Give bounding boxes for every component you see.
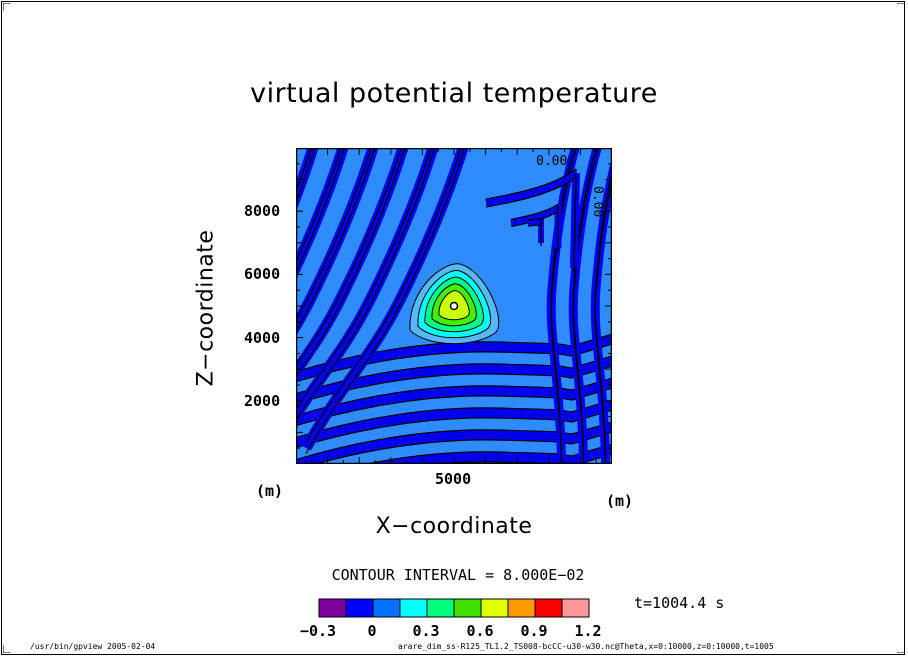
colorbar-tick-label: −0.3	[299, 622, 337, 640]
colorbar-tick-label: 0	[367, 622, 377, 640]
contour-line	[296, 148, 346, 274]
colorbar-tick-label: 0.9	[520, 622, 548, 640]
x-axis-label: X−coordinate	[375, 514, 533, 539]
contour-plot: 0.00 0.00	[296, 148, 612, 464]
corner-mark-top-left	[3, 3, 11, 11]
colorbar-swatch	[372, 598, 401, 618]
colorbar-tick-label: 0.3	[412, 622, 440, 640]
contour-line	[527, 218, 542, 240]
field-layer	[296, 148, 612, 464]
contour-line	[296, 148, 406, 378]
colorbar-swatch	[318, 598, 347, 618]
contour-line	[296, 148, 316, 204]
contour-line	[429, 453, 612, 464]
colorbar-swatch	[399, 598, 428, 618]
colorbar-swatch	[426, 598, 455, 618]
y-tick-label: 2000	[244, 392, 281, 410]
contour-line	[296, 148, 342, 263]
x-tick-label: 5000	[435, 470, 472, 488]
contour-line	[296, 399, 612, 439]
colorbar-swatch	[507, 598, 536, 618]
colorbar-swatch	[561, 598, 590, 618]
contour-line	[296, 148, 402, 367]
colorbar-swatch	[480, 598, 509, 618]
corner-mark-top-right	[897, 3, 905, 11]
corner-mark-bottom-right	[897, 645, 905, 653]
bubble-core	[449, 301, 459, 311]
y-axis-label: Z−coordinate	[193, 229, 219, 387]
contour-band	[301, 148, 469, 451]
y-unit-label: (m)	[256, 482, 284, 500]
colorbar-swatch	[345, 598, 374, 618]
contour-interval-text: CONTOUR INTERVAL = 8.000E−02	[331, 566, 585, 584]
contour-line	[572, 148, 597, 464]
contour-line	[485, 168, 577, 265]
contour-band	[296, 148, 409, 381]
contour-line	[296, 148, 376, 333]
contour-line	[594, 169, 612, 464]
time-label: t=1004.4 s	[634, 594, 725, 612]
contour-line	[296, 148, 432, 411]
y-tick-label: 8000	[244, 202, 281, 220]
contour-line	[305, 148, 466, 454]
contour-band	[296, 355, 612, 404]
colorbar-tick-label: 1.2	[574, 622, 602, 640]
x-unit-label: (m)	[606, 492, 634, 510]
contour-line	[296, 355, 612, 395]
contour-label: 0.00	[536, 154, 567, 169]
contour-line	[296, 365, 612, 405]
y-tick-label: 4000	[244, 329, 281, 347]
contour-line	[510, 203, 559, 245]
footer-command: /usr/bin/gpview 2005-02-04	[30, 642, 156, 651]
contour-band	[296, 148, 379, 337]
contour-label: 0.00	[590, 186, 605, 217]
contour-band	[296, 148, 349, 280]
colorbar-swatch	[453, 598, 482, 618]
contour-line	[296, 148, 436, 422]
y-tick-label: 6000	[244, 265, 281, 283]
corner-mark-bottom-left	[3, 645, 11, 653]
contour-line	[296, 148, 372, 322]
colorbar	[318, 598, 590, 618]
colorbar-swatch	[534, 598, 563, 618]
contour-band	[296, 148, 319, 212]
chart-title: virtual potential temperature	[250, 78, 658, 109]
colorbar-tick-label: 0.6	[466, 622, 494, 640]
contour-line	[305, 148, 462, 443]
contour-band	[296, 148, 439, 426]
footer-source: arare_dim_ss-R125_TL1.2_TS008-bcCC-u30-w…	[398, 642, 774, 651]
